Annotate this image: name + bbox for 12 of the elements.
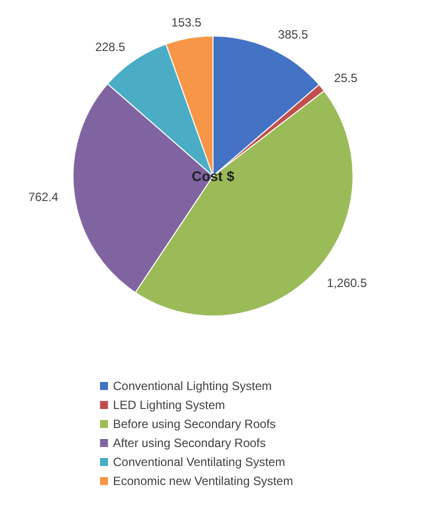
legend-label: Conventional Ventilating System <box>113 455 286 470</box>
data-label: 1,260.5 <box>326 276 368 290</box>
legend-label: Economic new Ventilating System <box>113 474 294 488</box>
legend-label: LED Lighting System <box>113 398 226 412</box>
data-label: 153.5 <box>171 15 202 30</box>
data-label: 762.4 <box>28 190 59 204</box>
legend-label: Conventional Lighting System <box>113 379 272 394</box>
legend-label: After using Secondary Roofs <box>113 436 266 450</box>
data-label: 228.5 <box>95 40 126 54</box>
legend-label: Before using Secondary Roofs <box>113 417 276 432</box>
data-label: 25.5 <box>334 70 358 85</box>
data-label: 385.5 <box>278 27 308 42</box>
